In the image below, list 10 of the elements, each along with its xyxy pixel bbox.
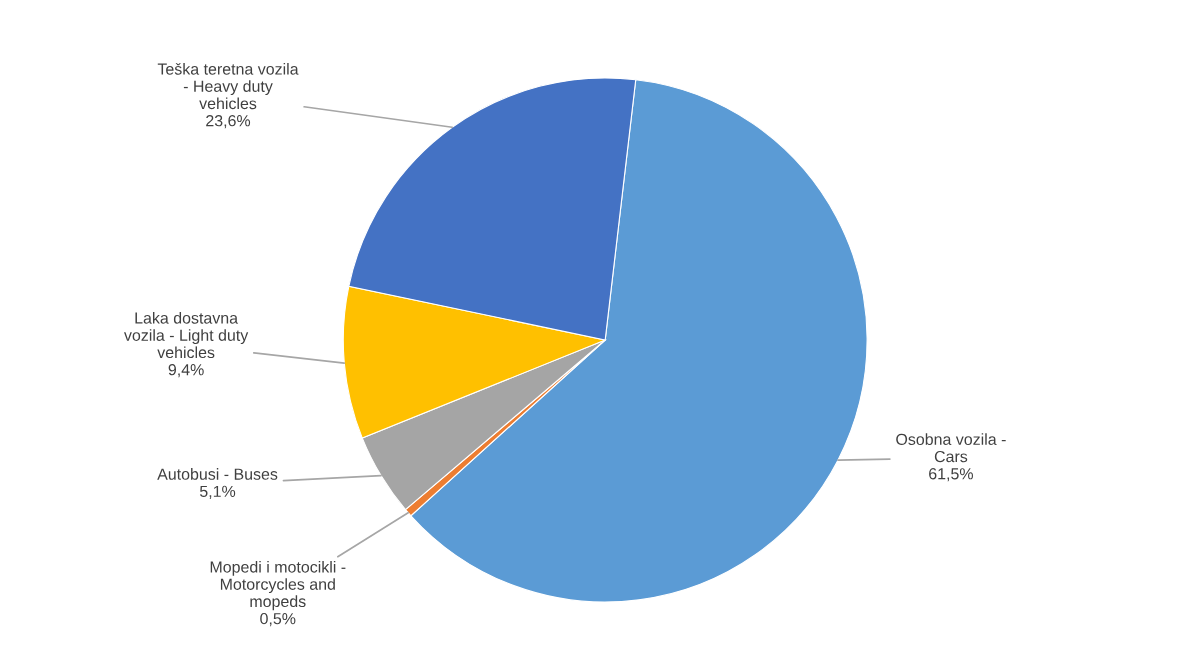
data-label: 23,6%: [206, 115, 251, 129]
slice-label: Laka dostavna vozila - Light duty vehicles: [124, 311, 249, 359]
data-label: 0,5%: [260, 612, 296, 627]
slice-label: Osobna vozila - Cars: [896, 433, 1006, 463]
slice-label: Teška teretna vozila - Heavy duty vehicles: [157, 62, 299, 110]
slice-label: Mopedi i motocikli - Motorcycles and mopeds: [210, 560, 346, 611]
data-label: 61,5%: [929, 468, 973, 482]
slice-label: Autobusi - Buses: [157, 468, 278, 480]
data-label: 9,4%: [168, 364, 204, 378]
data-label: 5,1%: [199, 485, 236, 499]
